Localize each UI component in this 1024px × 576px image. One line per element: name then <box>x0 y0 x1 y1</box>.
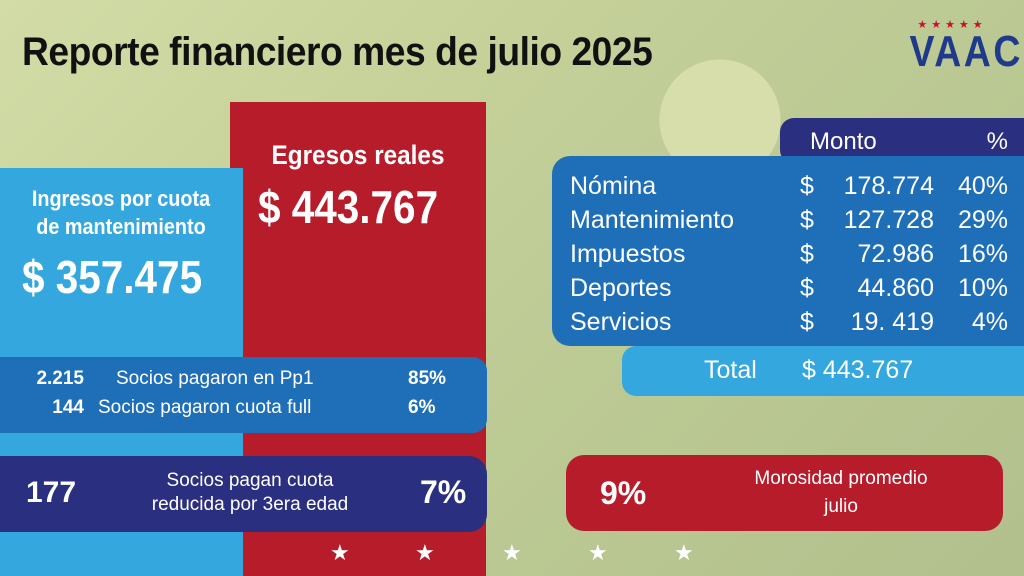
row-pct: 4% <box>971 308 1008 336</box>
reduced-fee-pct: 7% <box>420 474 467 510</box>
star-icon: ★ <box>588 540 608 565</box>
row-value: 44.860 <box>857 274 934 302</box>
table-row: Impuestos $ 72.986 16% <box>552 240 1024 274</box>
socios-text: Socios pagaron cuota full <box>98 397 312 418</box>
row-concept: Mantenimiento <box>570 206 734 234</box>
table-row: Servicios $ 19. 419 4% <box>552 308 1024 342</box>
socios-text: Socios pagaron en Pp1 <box>116 368 314 389</box>
row-value: 178.774 <box>843 172 934 200</box>
reduced-fee-count: 177 <box>26 476 77 509</box>
row-concept: Impuestos <box>570 240 686 268</box>
header-monto: Monto <box>810 128 877 155</box>
morosidad-text: Morosidad promedio julio <box>706 465 976 521</box>
morosidad-box: 9% Morosidad promedio julio <box>566 455 1003 531</box>
total-label: Total <box>704 356 757 384</box>
star-icon: ★ <box>330 540 350 565</box>
reduced-fee-text-line1: Socios pagan cuota <box>166 470 334 491</box>
table-row: Mantenimiento $ 127.728 29% <box>552 206 1024 240</box>
socios-row: 144 Socios pagaron cuota full 6% <box>0 397 487 423</box>
reduced-fee-text-line2: reducida por 3era edad <box>151 494 349 515</box>
star-icon: ★ <box>674 540 694 565</box>
socios-pct: 6% <box>408 397 436 418</box>
socios-pct: 85% <box>408 368 447 389</box>
row-value: 19. 419 <box>850 308 934 336</box>
reduced-fee-text: Socios pagan cuota reducida por 3era eda… <box>130 469 370 517</box>
morosidad-pct: 9% <box>600 475 647 511</box>
total-box: Total $ 443.767 <box>622 346 1024 396</box>
row-currency: $ <box>800 274 814 302</box>
ingresos-value: $ 357.475 <box>22 251 203 303</box>
header-pct: % <box>986 128 1008 155</box>
total-value: $ 443.767 <box>802 356 914 384</box>
expenses-table: Nómina $ 178.774 40% Mantenimiento $ 127… <box>552 156 1024 346</box>
row-pct: 29% <box>957 206 1008 234</box>
row-pct: 10% <box>957 274 1008 302</box>
morosidad-text-line2: julio <box>824 496 858 517</box>
table-row: Deportes $ 44.860 10% <box>552 274 1024 308</box>
morosidad-text-line1: Morosidad promedio <box>754 468 928 489</box>
vaac-logo: ★★★★★ VAAC <box>902 18 1023 76</box>
socios-payment-box: 2.215 Socios pagaron en Pp1 85% 144 Soci… <box>0 357 487 433</box>
row-value: 72.986 <box>857 240 934 268</box>
socios-count: 2.215 <box>36 368 84 389</box>
star-icon: ★ <box>415 540 435 565</box>
table-row: Nómina $ 178.774 40% <box>552 172 1024 206</box>
socios-count: 144 <box>52 397 84 418</box>
row-concept: Servicios <box>570 308 672 336</box>
row-pct: 40% <box>957 172 1008 200</box>
logo-text: VAAC <box>909 27 1023 76</box>
decorative-stars: ★ ★ ★ ★ ★ <box>320 540 700 566</box>
star-icon: ★ <box>502 540 522 565</box>
socios-row: 2.215 Socios pagaron en Pp1 85% <box>0 368 487 394</box>
row-value: 127.728 <box>843 206 934 234</box>
row-currency: $ <box>800 240 814 268</box>
egresos-label: Egresos reales <box>271 140 445 170</box>
ingresos-label: Ingresos por cuota de mantenimiento <box>21 185 221 241</box>
page-title: Reporte financiero mes de julio 2025 <box>22 30 653 74</box>
row-currency: $ <box>800 206 814 234</box>
row-concept: Nómina <box>570 172 657 200</box>
reduced-fee-box: 177 Socios pagan cuota reducida por 3era… <box>0 456 487 532</box>
row-pct: 16% <box>957 240 1008 268</box>
egresos-value: $ 443.767 <box>258 181 439 233</box>
row-currency: $ <box>800 172 814 200</box>
ingresos-label-line2: de mantenimiento <box>36 214 206 239</box>
ingresos-label-line1: Ingresos por cuota <box>31 186 211 211</box>
logo-stars: ★★★★★ <box>917 19 987 31</box>
row-concept: Deportes <box>570 274 672 302</box>
row-currency: $ <box>800 308 814 336</box>
